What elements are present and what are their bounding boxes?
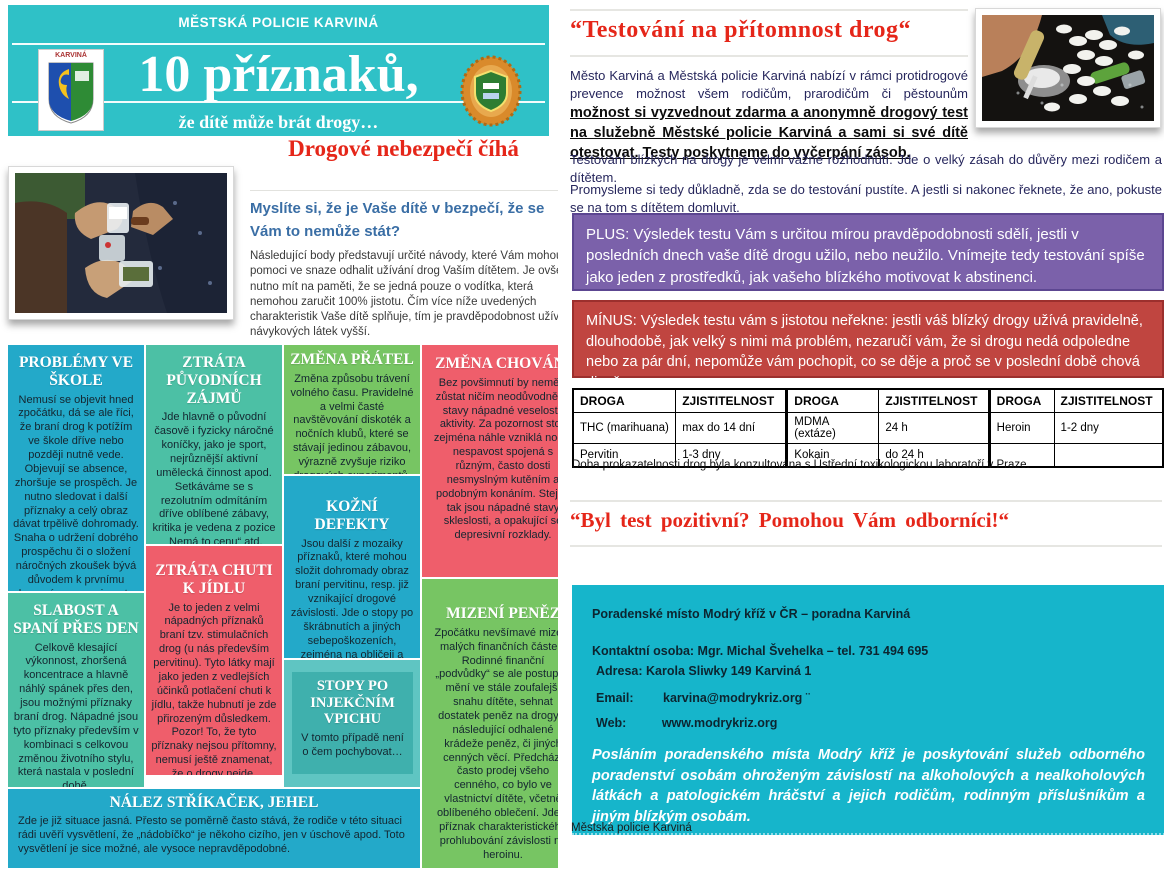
coat-of-arms-caption: KARVINÁ (55, 52, 87, 59)
box-problemy-ve-skole: PROBLÉMY VE ŠKOLE Nemusí se objevit hned… (8, 345, 144, 591)
drug-detectability-table: DROGA ZJISTITELNOST DROGA ZJISTITELNOST … (572, 388, 1164, 468)
testing-advice-paragraph: Promysleme si tedy důkladně, zda se do t… (570, 182, 1162, 215)
drug-handover-photo (8, 166, 234, 320)
box-body: V tomto případě není o čem pochybovat… (301, 732, 404, 758)
danger-heading: Drogové nebezpečí číhá (288, 136, 519, 161)
mission-statement: Posláním poradenského místa Modrý kříž j… (592, 747, 1145, 825)
cell: MDMA (extáze) (785, 412, 880, 444)
web-label: Web: (596, 716, 627, 730)
web-value: www.modrykriz.org (661, 716, 778, 730)
box-title: ZMĚNA PŘÁTEL (290, 351, 414, 368)
cell: max do 14 dní (675, 412, 788, 444)
box-body: Bez povšimnutí by neměly zůstat ničím ne… (433, 376, 558, 542)
question-heading: Myslíte si, že je Vaše dítě v bezpečí, ž… (250, 190, 558, 244)
plus-note-box: PLUS: Výsledek testu Vám s určitou mírou… (572, 213, 1164, 291)
contact-web-row: Web: www.modrykriz.org (596, 716, 1145, 731)
cell: 24 h (878, 412, 990, 444)
box-body: Zpočátku nevšímavé mizení malých finančn… (434, 626, 558, 861)
box-title: ZMĚNA CHOVÁNÍ (435, 355, 558, 372)
box-kozni-defekty: KOŽNÍ DEFEKTY Jsou další z mozaiky přízn… (284, 476, 420, 658)
karvina-coat-of-arms-logo: KARVINÁ (38, 49, 104, 131)
box-body: Jde hlavně o původní časově i fyzicky ná… (152, 411, 276, 544)
counseling-contact-box: Poradenské místo Modrý kříž v ČR – porad… (572, 585, 1164, 835)
header-band: MĚSTSKÁ POLICIE KARVINÁ 10 příznaků, že … (8, 5, 549, 136)
page-subtitle: že dítě může brát drogy… (178, 112, 379, 132)
email-label: Email: (596, 691, 634, 705)
email-value: karvina@modrykriz.org ¨ (663, 691, 810, 705)
header-rule-bottom (12, 101, 545, 103)
col-header: DROGA (785, 388, 880, 413)
box-zmena-pratel: ZMĚNA PŘÁTEL Změna způsobu trávení volné… (284, 345, 420, 474)
testing-intro-normal: Město Karviná a Městská policie Karviná … (570, 68, 968, 101)
drugs-photo-image (982, 15, 1154, 121)
right-page: “Testování na přítomnost drog“ Město Kar… (565, 0, 1164, 873)
table-row: THC (marihuana) max do 14 dní MDMA (extá… (572, 412, 1164, 444)
contact-email-row: Email: karvina@modrykriz.org ¨ (596, 691, 1145, 706)
minus-note-box: MÍNUS: Výsledek testu vám s jistotou neř… (572, 300, 1164, 391)
col-header: DROGA (572, 388, 677, 413)
box-ztrata-puvodnich-zajmu: ZTRÁTA PŮVODNÍCH ZÁJMŮ Jde hlavně o půvo… (146, 345, 282, 544)
left-page: MĚSTSKÁ POLICIE KARVINÁ 10 příznaků, že … (0, 0, 558, 873)
rule (570, 500, 1162, 502)
city-police-badge-logo (460, 55, 522, 127)
box-stopy-po-injekcnim-vpichu: STOPY PO INJEKČNÍM VPICHU V tomto případ… (284, 660, 420, 787)
testing-intro-paragraph: Město Karviná a Městská policie Karviná … (570, 67, 968, 163)
contact-person: Kontaktní osoba: Mgr. Michal Švehelka – … (592, 644, 929, 658)
testing-heading: “Testování na přítomnost drog“ (570, 17, 912, 43)
cell (987, 443, 1055, 468)
police-badge-icon (460, 55, 522, 127)
testing-warning-paragraph: Testování blízkých na drogy je velmi váž… (570, 152, 1162, 185)
cell: Heroin (987, 412, 1055, 444)
header-rule-top (12, 43, 545, 45)
rule (570, 55, 968, 57)
col-header: DROGA (987, 388, 1055, 413)
cell: 1-2 dny (1053, 412, 1164, 444)
counseling-center-name: Poradenské místo Modrý kříž v ČR – porad… (592, 607, 911, 621)
col-header: ZJISTITELNOST (1053, 388, 1164, 413)
box-mizeni-penez: MIZENÍ PENĚZ Zpočátku nevšímavé mizení m… (422, 579, 558, 868)
box-zmena-chovani: ZMĚNA CHOVÁNÍ Bez povšimnutí by neměly z… (422, 345, 558, 577)
drugs-and-syringe-photo (975, 8, 1161, 128)
col-header: ZJISTITELNOST (878, 388, 990, 413)
box-title: KOŽNÍ DEFEKTY (314, 498, 390, 533)
organization-title: MĚSTSKÁ POLICIE KARVINÁ (178, 15, 379, 30)
box-title: PROBLÉMY VE ŠKOLE (18, 354, 134, 389)
box-title: ZTRÁTA PŮVODNÍCH ZÁJMŮ (166, 354, 262, 407)
cell: THC (marihuana) (572, 412, 677, 444)
box-title: SLABOST A SPANÍ PŘES DEN (13, 602, 139, 637)
rule (570, 545, 1162, 547)
box-title: STOPY PO INJEKČNÍM VPICHU (310, 678, 395, 728)
testing-intro-underlined: možnost si vyzvednout zdarma a anonymně … (570, 104, 968, 161)
cell (1053, 443, 1164, 468)
col-header: ZJISTITELNOST (675, 388, 788, 413)
page-title: 10 příznaků, (138, 46, 419, 103)
footer-note: Městská policie Karviná (571, 822, 692, 834)
box-body: Je to jeden z velmi nápadných příznaků b… (151, 601, 277, 775)
box-title: NÁLEZ STŘÍKAČEK, JEHEL (109, 794, 319, 811)
table-row: Pervitin 1-3 dny Kokain do 24 h (572, 443, 1164, 468)
box-body: Jsou další z mozaiky příznaků, které moh… (290, 537, 414, 658)
intro-paragraph: Následující body představují určité návo… (250, 250, 558, 339)
box-title: MIZENÍ PENĚZ (445, 605, 558, 622)
box-body: Celkově klesající výkonnost, zhoršená ko… (13, 641, 139, 787)
cell: Kokain (785, 443, 880, 468)
box-body: Změna způsobu trávení volného času. Prav… (290, 372, 414, 474)
box-body: Nemusí se objevit hned zpočátku, dá se a… (13, 393, 139, 591)
coat-of-arms-shield-icon (48, 62, 94, 124)
table-caption: Doba prokazatelnosti drog byla konzultov… (572, 459, 1030, 471)
cell: do 24 h (878, 443, 990, 468)
contact-address: Adresa: Karola Sliwky 149 Karviná 1 (596, 664, 812, 678)
rule (570, 9, 968, 11)
box-slabost-a-spani: SLABOST A SPANÍ PŘES DEN Celkově klesají… (8, 593, 144, 787)
box-title: ZTRÁTA CHUTI K JÍDLU (155, 562, 273, 597)
positive-test-heading: “Byl test pozitivní? Pomohou Vám odborní… (570, 508, 1010, 532)
box-stopy-inner: STOPY PO INJEKČNÍM VPICHU V tomto případ… (292, 672, 413, 774)
drug-handover-photo-image (15, 173, 227, 313)
box-nalez-strikacek-jehel: NÁLEZ STŘÍKAČEK, JEHEL Zde je již situac… (8, 789, 420, 868)
box-body: Zde je již situace jasná. Přesto se pomě… (18, 814, 405, 855)
box-ztrata-chuti-k-jidlu: ZTRÁTA CHUTI K JÍDLU Je to jeden z velmi… (146, 546, 282, 775)
table-header-row: DROGA ZJISTITELNOST DROGA ZJISTITELNOST … (572, 388, 1164, 413)
